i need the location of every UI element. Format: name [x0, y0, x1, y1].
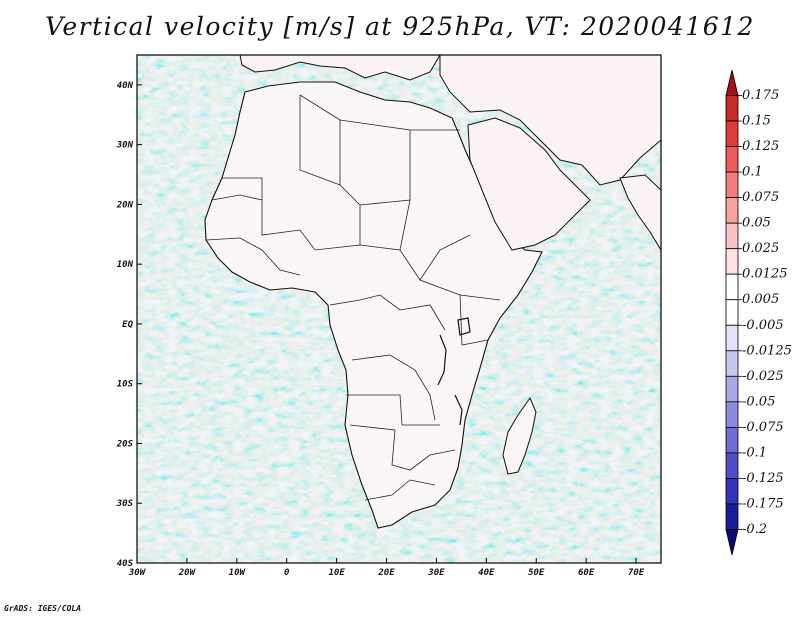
colorbar-swatch [725, 426, 739, 454]
lon-tick-label: 10W [229, 568, 247, 578]
colorbar-label: 0.1 [742, 165, 763, 180]
colorbar-swatch [725, 478, 739, 505]
colorbar-label: 0.005 [742, 292, 779, 307]
colorbar-label: -0.025 [742, 369, 784, 384]
lat-tick-label: 40S [117, 559, 134, 569]
colorbar-swatch [725, 248, 739, 275]
country-borders [205, 94, 501, 501]
colorbar-swatch [725, 452, 739, 479]
lon-tick-label: 0 [284, 568, 290, 578]
lon-tick-label: 20E [377, 568, 395, 578]
colorbar-swatch [725, 401, 739, 428]
colorbar-swatch [725, 171, 739, 199]
colorbar-swatch [725, 503, 739, 530]
colorbar-swatch [725, 95, 739, 122]
colorbar-label: -0.05 [742, 394, 775, 409]
lon-tick-label: 30E [427, 568, 445, 578]
lat-tick-label: 20S [116, 439, 134, 449]
colorbar-label: 0.125 [742, 139, 779, 154]
africa-landmass [204, 81, 543, 529]
colorbar-label: -0.0125 [742, 343, 792, 358]
madagascar [502, 396, 537, 475]
colorbar-label: -0.075 [742, 420, 784, 435]
colorbar-label: 0.175 [742, 88, 779, 103]
colorbar-swatch [725, 375, 739, 403]
colorbar-label: 0.05 [742, 216, 771, 231]
lat-tick-label: 30N [116, 141, 134, 151]
colorbar-label: -0.175 [742, 496, 784, 511]
lat-tick-label: 10S [117, 380, 134, 390]
lat-tick-label: 20N [116, 200, 134, 210]
colorbar-swatch [725, 350, 739, 377]
colorbar-swatch [725, 299, 739, 326]
lakes [437, 317, 471, 426]
lon-tick-label: 10E [328, 568, 345, 578]
middle-east-landmass [439, 55, 661, 186]
colorbar-swatch [725, 146, 739, 173]
india-landmass [619, 174, 661, 251]
lon-tick-label: 70E [628, 568, 645, 578]
lat-tick-label: 30S [116, 499, 134, 509]
colorbar-swatch [725, 529, 739, 556]
lon-tick-label: 20W [178, 568, 197, 578]
colorbar-swatch [725, 197, 739, 224]
lon-tick-label: 50E [528, 568, 545, 578]
lon-tick-label: 40E [478, 568, 495, 578]
colorbar-label: 0.075 [742, 190, 779, 205]
colorbar-label: 0.0125 [742, 267, 788, 282]
lon-tick-label: 30W [128, 568, 147, 578]
map-title: Vertical velocity [m/s] at 925hPa, VT: 2… [45, 12, 755, 41]
arabian-peninsula [467, 117, 591, 251]
plot-area [137, 55, 661, 563]
credit-text: GrADS: IGES/COLA [4, 604, 82, 613]
colorbar-label: 0.15 [742, 114, 771, 129]
colorbar-label: 0.025 [742, 241, 779, 256]
colorbar-label: -0.005 [742, 318, 784, 333]
colorbar-label: -0.2 [742, 522, 767, 537]
europe-landmass [239, 55, 441, 81]
colorbar-label: -0.1 [742, 445, 767, 460]
colorbar-swatch [725, 273, 739, 301]
lat-tick-label: 40N [117, 81, 134, 91]
lon-tick-label: 60E [578, 568, 595, 578]
lat-tick-label: 10N [117, 260, 134, 270]
colorbar-swatch [725, 222, 739, 250]
axis-ticks: 30W 20W 10W 0 10E 20E 30E 40E 50E 60E 70E 40N 30N 20N… [116, 81, 645, 578]
plot-frame [136, 54, 662, 564]
colorbar: 0.175 0.15 0.125 0.1 0.075 0.05 0.025 0.0125 0.0… [725, 69, 792, 556]
colorbar-swatch [725, 324, 739, 352]
lat-tick-label: EQ [122, 320, 133, 330]
colorbar-swatch [725, 120, 739, 147]
colorbar-label: -0.125 [742, 471, 784, 486]
colorbar-swatch [725, 69, 739, 96]
